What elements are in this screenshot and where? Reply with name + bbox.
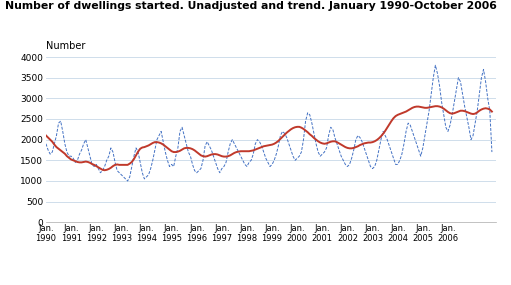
Number of dwellings, unadjusted — [489, 150, 495, 154]
Number of dwellings, trend — [43, 134, 49, 137]
Line: Number of dwellings, trend: Number of dwellings, trend — [46, 106, 492, 170]
Number of dwellings, trend — [102, 168, 108, 172]
Number of dwellings, trend — [323, 142, 330, 145]
Text: Number: Number — [46, 41, 85, 51]
Number of dwellings, unadjusted — [390, 156, 397, 160]
Number of dwellings, trend — [236, 150, 242, 153]
Number of dwellings, unadjusted — [206, 144, 213, 148]
Number of dwellings, trend — [489, 110, 495, 113]
Text: Number of dwellings started. Unadjusted and trend. January 1990-October 2006: Number of dwellings started. Unadjusted … — [5, 1, 497, 11]
Number of dwellings, unadjusted — [432, 64, 438, 67]
Number of dwellings, trend — [438, 106, 445, 109]
Number of dwellings, trend — [206, 154, 213, 157]
Number of dwellings, trend — [269, 143, 275, 146]
Line: Number of dwellings, unadjusted: Number of dwellings, unadjusted — [46, 65, 492, 181]
Number of dwellings, unadjusted — [43, 142, 49, 146]
Number of dwellings, trend — [432, 105, 438, 108]
Number of dwellings, unadjusted — [236, 150, 242, 154]
Number of dwellings, trend — [390, 117, 397, 120]
Number of dwellings, unadjusted — [125, 179, 131, 183]
Number of dwellings, unadjusted — [438, 101, 445, 104]
Number of dwellings, unadjusted — [323, 146, 330, 150]
Number of dwellings, unadjusted — [269, 163, 275, 166]
